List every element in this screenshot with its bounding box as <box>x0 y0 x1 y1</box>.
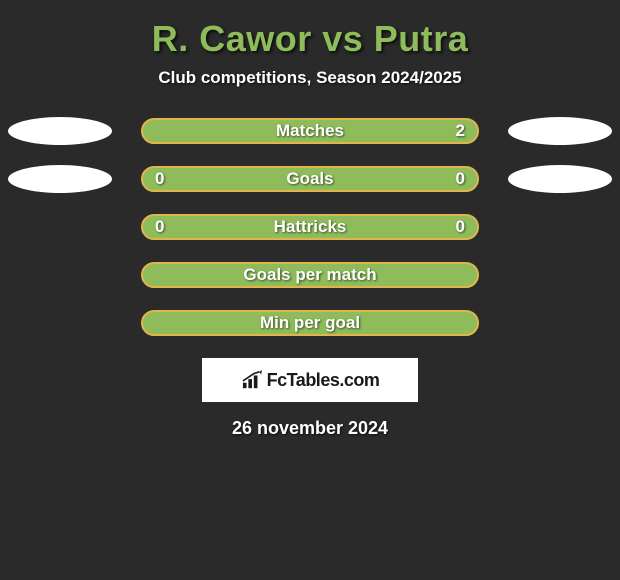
left-ellipse <box>8 165 112 193</box>
stat-label: Goals per match <box>243 265 376 285</box>
right-value: 0 <box>456 217 465 237</box>
stat-row-mpg: Min per goal <box>0 310 620 336</box>
right-ellipse <box>508 117 612 145</box>
stat-label: Goals <box>286 169 333 189</box>
left-value: 0 <box>155 169 164 189</box>
left-ellipse <box>8 117 112 145</box>
stat-row-goals: 0 Goals 0 <box>0 166 620 192</box>
stat-row-gpm: Goals per match <box>0 262 620 288</box>
stat-row-matches: Matches 2 <box>0 118 620 144</box>
logo-badge: FcTables.com <box>202 358 418 402</box>
stat-row-hattricks: 0 Hattricks 0 <box>0 214 620 240</box>
stat-bar: 0 Goals 0 <box>141 166 479 192</box>
comparison-chart: R. Cawor vs Putra Club competitions, Sea… <box>0 0 620 439</box>
stat-label: Hattricks <box>274 217 347 237</box>
stat-bar: 0 Hattricks 0 <box>141 214 479 240</box>
stat-bar: Matches 2 <box>141 118 479 144</box>
logo-inner: FcTables.com <box>241 370 380 391</box>
logo-text: FcTables.com <box>267 370 380 391</box>
date-label: 26 november 2024 <box>0 418 620 439</box>
right-value: 2 <box>456 121 465 141</box>
left-value: 0 <box>155 217 164 237</box>
stat-label: Matches <box>276 121 344 141</box>
stat-bar: Min per goal <box>141 310 479 336</box>
stat-bar: Goals per match <box>141 262 479 288</box>
right-value: 0 <box>456 169 465 189</box>
subtitle: Club competitions, Season 2024/2025 <box>0 68 620 118</box>
stat-label: Min per goal <box>260 313 360 333</box>
right-ellipse <box>508 165 612 193</box>
chart-icon <box>241 370 263 390</box>
title: R. Cawor vs Putra <box>0 0 620 68</box>
